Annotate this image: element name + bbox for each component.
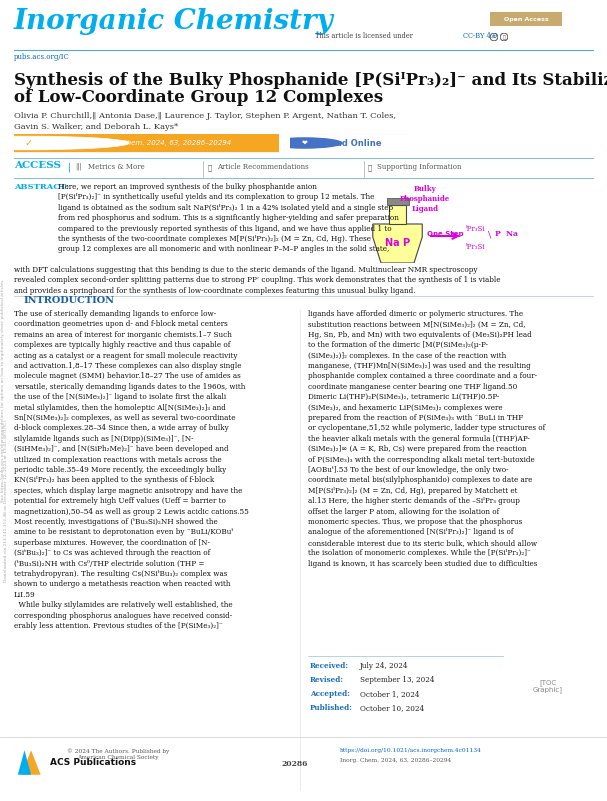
Text: ᴵPr₃Si: ᴵPr₃Si — [466, 243, 486, 251]
Text: CC-BY 4.0: CC-BY 4.0 — [463, 32, 497, 40]
Polygon shape — [18, 751, 31, 775]
Text: of Low-Coordinate Group 12 Complexes: of Low-Coordinate Group 12 Complexes — [14, 89, 383, 106]
Text: https://doi.org/10.1021/acs.inorgchem.4c01134: https://doi.org/10.1021/acs.inorgchem.4c… — [340, 748, 482, 753]
Text: ACS Publications: ACS Publications — [50, 758, 136, 767]
Circle shape — [500, 33, 508, 41]
Text: One Step: One Step — [427, 231, 464, 237]
Text: Article Recommendations: Article Recommendations — [217, 163, 308, 171]
FancyBboxPatch shape — [6, 134, 287, 152]
Text: Article: Article — [560, 52, 588, 61]
Text: Bulky
Phosphanide
Ligand: Bulky Phosphanide Ligand — [400, 185, 450, 212]
Text: October 10, 2024: October 10, 2024 — [360, 704, 424, 712]
Text: Inorganic Chemistry: Inorganic Chemistry — [14, 8, 334, 35]
Text: Revised:: Revised: — [310, 676, 344, 684]
Text: Supporting Information: Supporting Information — [377, 163, 461, 171]
Text: Accepted:: Accepted: — [310, 690, 350, 698]
Text: Here, we report an improved synthesis of the bulky phosphanide anion
[P(SiᴵPr₃)₂: Here, we report an improved synthesis of… — [58, 183, 399, 253]
Circle shape — [490, 33, 498, 41]
Polygon shape — [373, 224, 422, 263]
Text: ❤: ❤ — [302, 140, 307, 146]
Text: Inorg. Chem. 2024, 63, 20286–20294: Inorg. Chem. 2024, 63, 20286–20294 — [99, 140, 231, 146]
Text: ACCESS: ACCESS — [14, 161, 61, 170]
Text: \: \ — [488, 230, 491, 239]
Text: cc: cc — [492, 34, 497, 39]
Polygon shape — [22, 751, 41, 775]
Text: The use of sterically demanding ligands to enforce low-
coordination geometries : The use of sterically demanding ligands … — [14, 310, 249, 630]
Text: P  Na: P Na — [495, 230, 518, 238]
Text: with DFT calculations suggesting that this bending is due to the steric demands : with DFT calculations suggesting that th… — [14, 266, 501, 295]
Text: Downloaded via 213.141.112.48 on December 12, 2024 at 13:41:38 (UTC).: Downloaded via 213.141.112.48 on Decembe… — [4, 418, 8, 582]
Text: Olivia P. Churchill,‖ Antonia Dase,‖ Laurence J. Taylor, Stephen P. Argent, Nath: Olivia P. Churchill,‖ Antonia Dase,‖ Lau… — [14, 112, 396, 120]
Text: Received:: Received: — [310, 662, 349, 670]
Text: Read Online: Read Online — [324, 139, 381, 147]
Text: Na P: Na P — [385, 239, 410, 248]
Text: ✓: ✓ — [24, 138, 33, 148]
Text: Published:: Published: — [310, 704, 353, 712]
Text: Metrics & More: Metrics & More — [88, 163, 144, 171]
Circle shape — [0, 136, 129, 150]
Text: October 1, 2024: October 1, 2024 — [360, 690, 419, 698]
Text: Cite This:: Cite This: — [49, 139, 92, 147]
Text: |||: ||| — [75, 163, 82, 171]
Text: ⎕: ⎕ — [208, 163, 212, 171]
Text: July 24, 2024: July 24, 2024 — [360, 662, 409, 670]
Text: Inorg. Chem. 2024, 63, 20286–20294: Inorg. Chem. 2024, 63, 20286–20294 — [340, 758, 451, 763]
Text: September 13, 2024: September 13, 2024 — [360, 676, 435, 684]
Text: |: | — [68, 162, 71, 171]
Text: ⓘ: ⓘ — [503, 34, 506, 39]
Text: [TOC
Graphic]: [TOC Graphic] — [532, 678, 563, 693]
Text: ᴵPr₃Si: ᴵPr₃Si — [466, 225, 486, 233]
Text: Open Access: Open Access — [504, 17, 548, 22]
Polygon shape — [389, 204, 405, 224]
Text: INTRODUCTION: INTRODUCTION — [24, 296, 115, 305]
Text: Gavin S. Walker, and Deborah L. Kays*: Gavin S. Walker, and Deborah L. Kays* — [14, 123, 178, 131]
Text: pubs.acs.org/IC: pubs.acs.org/IC — [14, 53, 70, 61]
FancyBboxPatch shape — [287, 134, 413, 152]
FancyBboxPatch shape — [486, 11, 566, 26]
Text: See https://pubs.acs.org/sharingguidelines for options on how to legitimately sh: See https://pubs.acs.org/sharingguidelin… — [1, 278, 5, 501]
Text: ⚿: ⚿ — [368, 163, 372, 171]
Text: 20286: 20286 — [282, 760, 308, 768]
Circle shape — [266, 137, 343, 149]
Polygon shape — [387, 198, 409, 204]
Text: Synthesis of the Bulky Phosphanide [P(SiᴵPr₃)₂]⁻ and Its Stabilization: Synthesis of the Bulky Phosphanide [P(Si… — [14, 72, 607, 89]
Text: This article is licensed under: This article is licensed under — [315, 32, 415, 40]
Text: ABSTRACT:: ABSTRACT: — [14, 183, 69, 191]
Text: © 2024 The Authors. Published by
American Chemical Society: © 2024 The Authors. Published by America… — [67, 748, 169, 760]
Text: ligands have afforded dimeric or polymeric structures. The
substitution reaction: ligands have afforded dimeric or polymer… — [308, 310, 545, 568]
